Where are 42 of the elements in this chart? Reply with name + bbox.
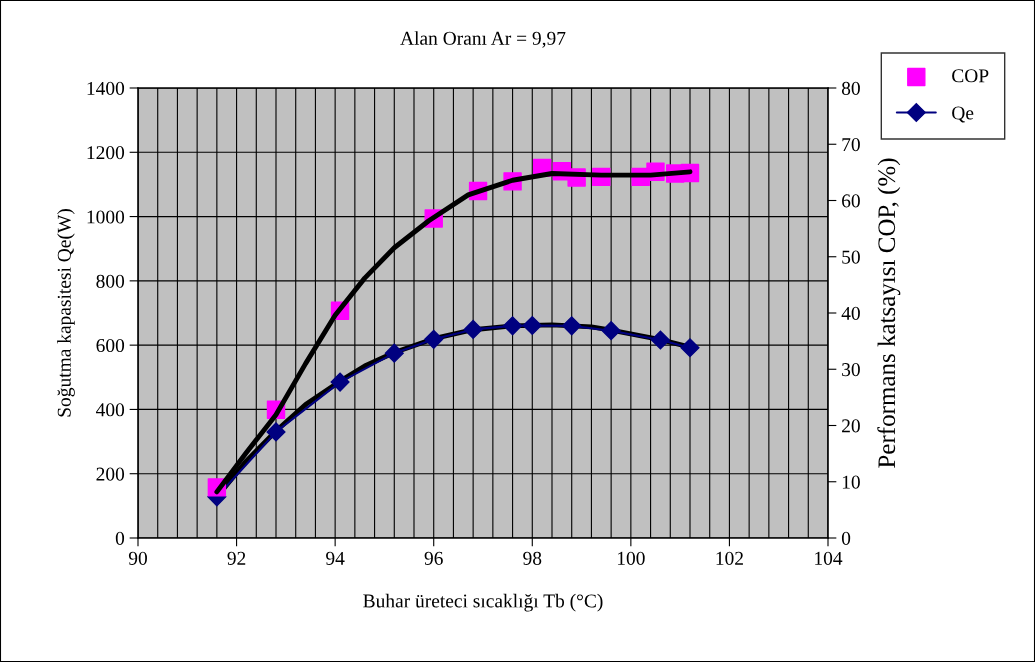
point (680, 338, 700, 358)
x-tick-label: 98 (523, 551, 542, 565)
y-tick-label: 400 (96, 403, 125, 417)
point (522, 316, 542, 336)
legend-label: COP (952, 69, 989, 83)
y2-axis-title: Performans katsayısı COP, (%) (877, 158, 901, 468)
point (384, 343, 404, 363)
point (463, 319, 483, 339)
y2-tick-label: 40 (841, 306, 860, 320)
y-tick-label: 0 (115, 531, 125, 545)
y2-tick-label: 10 (842, 475, 860, 489)
x-tick-label: 104 (815, 551, 843, 565)
y2-tick-label: 0 (841, 531, 851, 545)
y2-tick-label: 30 (842, 363, 860, 377)
y-tick-label: 800 (96, 274, 125, 288)
y-tick-label: 200 (96, 467, 125, 481)
x-tick-label: 94 (326, 551, 345, 565)
point (503, 316, 523, 336)
y2-tick-label: 70 (842, 138, 860, 152)
y-tick-label: 1200 (87, 146, 125, 160)
y-tick-label: 600 (96, 338, 125, 353)
point (424, 329, 444, 349)
x-axis-title: Buhar üreteci sıcaklığı Tb (°C) (363, 593, 603, 612)
y2-tick-label: 60 (842, 194, 860, 208)
x-tick-label: 102 (716, 551, 743, 565)
y-axis-title: Soğutma kapasitesi Qe(W) (57, 209, 75, 417)
x-tick-label: 100 (617, 551, 645, 565)
x-tick-label: 92 (227, 551, 246, 565)
point (601, 321, 621, 341)
y2-tick-label: 20 (842, 419, 860, 433)
point (650, 330, 670, 350)
y-tick-label: 1000 (87, 210, 125, 224)
legend-label: Qe (952, 106, 974, 123)
point (330, 372, 350, 392)
x-tick-label: 96 (424, 551, 443, 565)
chart-title: Alan Oranı Ar = 9,97 (400, 31, 566, 48)
x-tick-label: 90 (128, 551, 147, 565)
y2-tick-label: 50 (842, 250, 860, 264)
point (562, 316, 582, 336)
y-tick-label: 1400 (87, 81, 125, 95)
point (266, 422, 286, 442)
y2-tick-label: 80 (841, 81, 860, 95)
